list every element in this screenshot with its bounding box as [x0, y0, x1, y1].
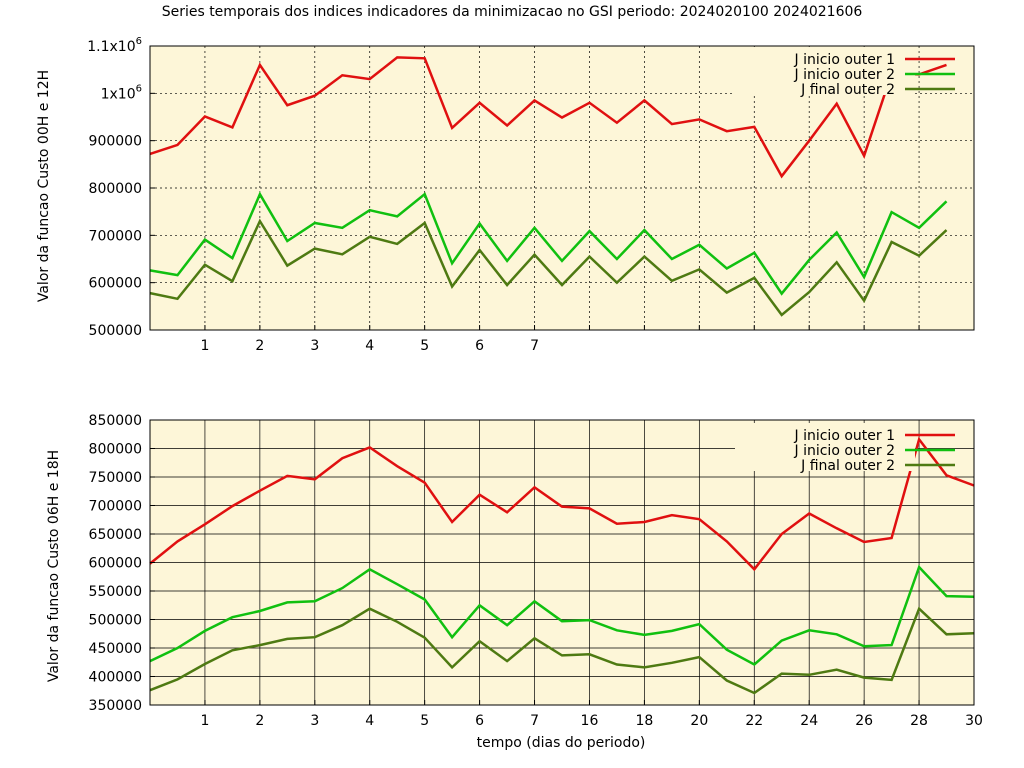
bottom-xtick-label: 6 — [475, 713, 484, 729]
bottom-xtick-label: 22 — [745, 713, 763, 729]
top-xtick-label: 4 — [365, 338, 374, 354]
bottom-ytick-label: 750000 — [89, 470, 142, 486]
top-legend-box — [735, 47, 915, 95]
bottom-xtick-label: 3 — [310, 713, 319, 729]
bottom-series-line-1 — [149, 436, 975, 572]
bottom-xtick-label: 28 — [910, 713, 928, 729]
top-ytick-label: 1x106 — [101, 83, 142, 102]
top-ytick-label: 900000 — [89, 134, 142, 150]
bottom-xtick-label: 2 — [255, 713, 264, 729]
bottom-legend-label-3: J final outer 2 — [800, 458, 895, 474]
top-series-line-2 — [149, 191, 948, 296]
chart-title: Series temporais dos indices indicadores… — [161, 4, 863, 20]
top-series-line-3 — [149, 218, 948, 317]
top-series-line-1 — [149, 56, 947, 179]
bottom-xtick-label: 7 — [530, 713, 539, 729]
top-xtick-label: 3 — [310, 338, 319, 354]
bottom-ytick-label: 600000 — [89, 556, 142, 572]
top-ytick-exponent: 6 — [136, 36, 142, 47]
top-ytick-label: 600000 — [89, 276, 142, 292]
top-xtick-label: 2 — [255, 338, 264, 354]
bottom-ytick-label: 850000 — [89, 413, 142, 429]
top-ytick-label: 800000 — [89, 181, 142, 197]
top-ytick-exponent: 6 — [136, 83, 142, 94]
bottom-legend-box — [735, 423, 915, 471]
bottom-ytick-label: 450000 — [89, 641, 142, 657]
bottom-xtick-label: 30 — [965, 713, 983, 729]
top-legend-label-2: J inicio outer 2 — [794, 67, 896, 83]
top-ytick-label: 500000 — [89, 323, 142, 339]
bottom-ytick-label: 700000 — [89, 499, 142, 515]
top-xtick-label: 1 — [200, 338, 209, 354]
bottom-legend-label-1: J inicio outer 1 — [794, 428, 896, 444]
bottom-ytick-label: 350000 — [89, 698, 142, 714]
top-xtick-label: 7 — [530, 338, 539, 354]
bottom-xtick-label: 5 — [420, 713, 429, 729]
bottom-xtick-label: 4 — [365, 713, 374, 729]
top-xtick-label: 5 — [420, 338, 429, 354]
bottom-xtick-label: 16 — [581, 713, 599, 729]
bottom-ytick-label: 800000 — [89, 442, 142, 458]
top-ytick-label: 700000 — [89, 228, 142, 244]
top-ytick-label: 1.1x106 — [87, 36, 142, 55]
top-legend-label-1: J inicio outer 1 — [794, 52, 896, 68]
top-legend-label-3: J final outer 2 — [800, 82, 895, 98]
bottom-xtick-label: 1 — [200, 713, 209, 729]
bottom-ytick-label: 650000 — [89, 527, 142, 543]
bottom-legend-label-2: J inicio outer 2 — [794, 443, 896, 459]
top-xtick-label: 6 — [475, 338, 484, 354]
bottom-xtick-label: 18 — [635, 713, 653, 729]
bottom-ytick-label: 400000 — [89, 670, 142, 686]
bottom-chart-xlabel: tempo (dias do periodo) — [476, 735, 646, 751]
bottom-series-line-2 — [149, 564, 975, 667]
bottom-ytick-label: 500000 — [89, 613, 142, 629]
bottom-xtick-label: 20 — [690, 713, 708, 729]
bottom-series-line-3 — [149, 606, 975, 695]
bottom-xtick-label: 24 — [800, 713, 818, 729]
bottom-xtick-label: 26 — [855, 713, 873, 729]
bottom-ytick-label: 550000 — [89, 584, 142, 600]
